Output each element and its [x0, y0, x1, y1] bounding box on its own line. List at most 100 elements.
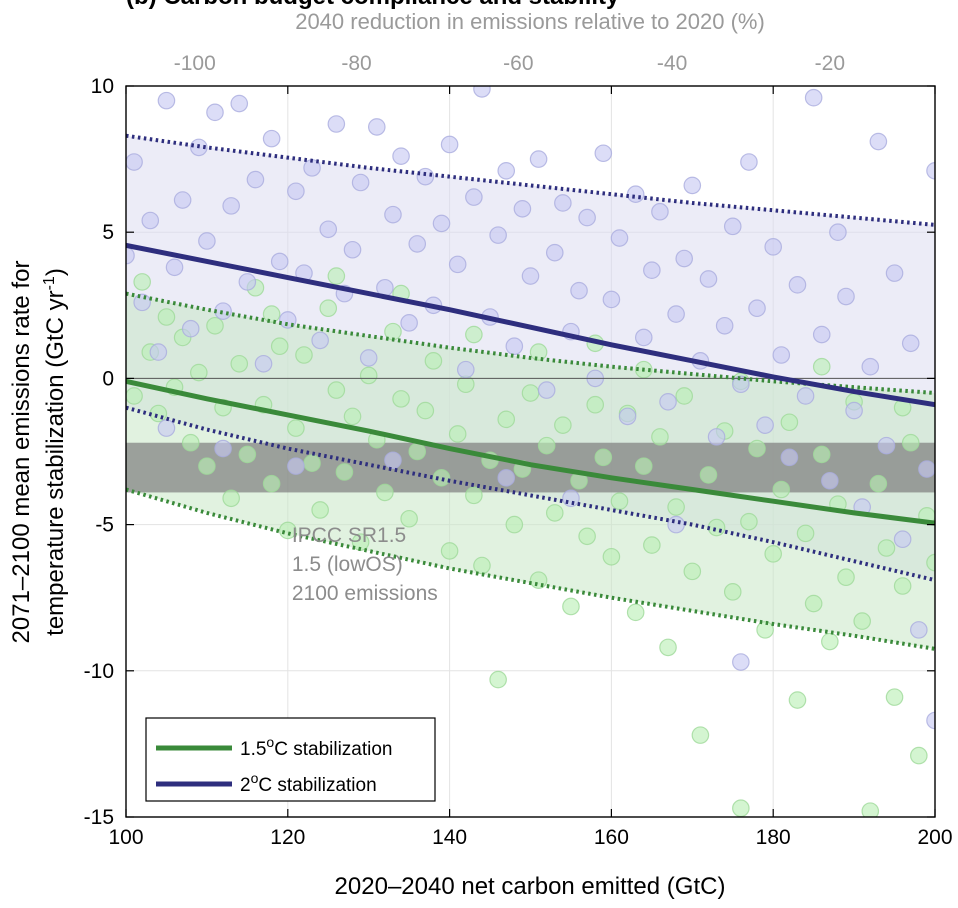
- legend-label-sup: o: [251, 770, 259, 786]
- top-tick-label: -40: [657, 52, 687, 75]
- point-2: [845, 401, 863, 420]
- point-2: [537, 381, 556, 399]
- x-tick-label: 180: [756, 826, 791, 849]
- point-2: [489, 226, 507, 244]
- point-1-5: [327, 381, 346, 399]
- chart-title-fragment: (b) Carbon budget compliance and stabili…: [126, 0, 620, 10]
- y-label-text: temperature stabilization (GtC yr: [42, 290, 69, 635]
- point-2: [448, 255, 467, 274]
- point-1-5: [198, 457, 216, 475]
- top-axis-label: 2040 reduction in emissions relative to …: [295, 9, 765, 34]
- point-1-5: [910, 746, 928, 765]
- point-2: [278, 311, 297, 329]
- x-tick-label: 100: [108, 826, 143, 849]
- top-tick-label: -60: [503, 52, 533, 75]
- point-2: [545, 243, 564, 262]
- x-tick-label: 200: [917, 826, 952, 849]
- point-2: [230, 94, 249, 113]
- point-1-5: [190, 363, 208, 382]
- point-1-5: [222, 489, 240, 508]
- y-tick-label: -5: [95, 514, 114, 537]
- point-2: [667, 515, 685, 534]
- point-1-5: [602, 547, 621, 566]
- point-1-5: [683, 562, 702, 581]
- point-2: [432, 214, 451, 233]
- point-1-5: [473, 556, 491, 575]
- lower-bound-2: [126, 405, 935, 583]
- point-2: [780, 448, 799, 467]
- point-2: [910, 621, 928, 639]
- point-2: [359, 349, 378, 367]
- point-2: [699, 270, 718, 288]
- point-2: [343, 240, 362, 259]
- point-1-5: [837, 568, 855, 587]
- point-2: [262, 129, 281, 148]
- point-1-5: [812, 357, 831, 376]
- point-1-5: [740, 512, 758, 531]
- point-2: [651, 202, 669, 221]
- point-2: [732, 653, 750, 671]
- y-label-close: ): [42, 268, 69, 276]
- point-1-5: [812, 445, 831, 464]
- point-2: [764, 238, 782, 256]
- point-2: [327, 115, 346, 133]
- point-2: [206, 103, 224, 122]
- point-2: [416, 167, 435, 186]
- x-axis-ticks: 100 120 140 160 180 200: [108, 86, 953, 849]
- point-1-5: [287, 419, 305, 437]
- point-2: [821, 471, 839, 490]
- point-1-5: [359, 366, 378, 385]
- point-2: [723, 217, 742, 236]
- point-1-5: [270, 337, 289, 356]
- legend-label-rest: C stabilization: [258, 775, 376, 796]
- point-1-5: [877, 539, 896, 557]
- legend-label-sup: o: [266, 734, 274, 750]
- point-2: [311, 331, 329, 350]
- point-1-5: [497, 410, 516, 429]
- point-1-5: [691, 726, 710, 744]
- point-1-5: [262, 474, 281, 493]
- point-1-5: [748, 439, 766, 458]
- point-1-5: [610, 492, 629, 511]
- point-2: [554, 194, 572, 212]
- legend-label-2: 2oC stabilization: [240, 770, 377, 796]
- point-1-5: [295, 346, 313, 364]
- top-tick-label: -20: [815, 52, 845, 75]
- series-lines: [126, 133, 935, 651]
- point-1-5: [756, 621, 774, 639]
- point-2: [772, 346, 791, 364]
- point-1-5: [529, 343, 548, 361]
- point-1-5: [796, 524, 815, 543]
- ipcc-annotation-line: 1.5 (lowOS): [292, 553, 403, 576]
- point-1-5: [133, 273, 151, 291]
- point-2: [877, 436, 896, 455]
- legend-label-1-5: 1.5oC stabilization: [240, 734, 393, 760]
- point-1-5: [562, 597, 580, 616]
- point-2: [829, 223, 847, 241]
- point-2: [270, 252, 289, 271]
- lower-bound-1-5: [126, 487, 935, 651]
- point-2: [796, 387, 815, 405]
- point-2: [715, 316, 734, 335]
- point-1-5: [126, 387, 143, 405]
- point-2: [473, 86, 491, 98]
- point-2: [812, 325, 831, 344]
- point-1-5: [554, 416, 572, 434]
- point-1-5: [376, 483, 394, 502]
- point-2: [610, 229, 629, 247]
- y-axis-label-line2: temperature stabilization (GtC yr-1): [41, 268, 69, 636]
- point-1-5: [853, 612, 871, 630]
- point-2: [918, 460, 935, 478]
- point-2: [367, 118, 386, 136]
- point-2: [497, 469, 516, 487]
- point-1-5: [335, 463, 354, 481]
- point-2: [198, 232, 216, 250]
- point-2: [667, 305, 685, 323]
- ipcc-annotation-line: IPCC SR1.5: [292, 524, 406, 547]
- point-2: [440, 135, 459, 154]
- point-1-5: [788, 691, 807, 709]
- point-1-5: [537, 436, 556, 455]
- point-2: [626, 185, 645, 203]
- point-2: [400, 314, 418, 332]
- median-line-1-5: [126, 378, 935, 526]
